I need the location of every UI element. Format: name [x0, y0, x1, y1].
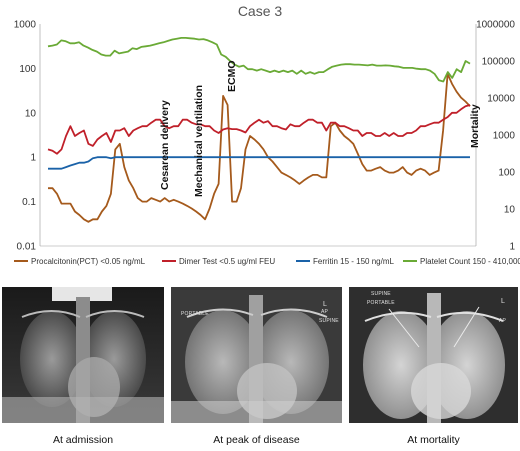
legend-label-0: Procalcitonin(PCT) <0.05 ng/mL [31, 257, 146, 266]
annotation-mechanical-ventilation: Mechanical ventilation [193, 85, 205, 197]
left-tick-label: 1 [30, 153, 36, 164]
left-tick-label: 100 [19, 64, 36, 75]
right-tick-label: 1000000 [476, 20, 515, 31]
caption-mortality: At mortality [407, 434, 460, 446]
right-tick-label: 100000 [482, 57, 516, 68]
xray-tag-supine: SUPINE [371, 291, 391, 297]
series-line-1 [47, 104, 471, 155]
caption-peak-of-disease: At peak of disease [213, 434, 300, 446]
xray-tag-portable: PORTABLE [367, 300, 395, 306]
left-tick-label: 0.01 [17, 242, 37, 253]
left-tick-label: 10 [25, 108, 37, 119]
xray-mortality-image [349, 287, 518, 423]
right-tick-label: 1 [509, 242, 515, 253]
annotation-ecmo: ECMO [226, 61, 238, 93]
xray-tag-l: L [323, 301, 328, 308]
xray-tag-portable: PORTABLE [181, 311, 209, 317]
right-tick-label: 10000 [487, 94, 515, 105]
legend-label-3: Platelet Count 150 - 410,000/uL [420, 257, 520, 266]
annotation-mortality: Mortality [469, 104, 481, 148]
xray-peak-of-disease: PORTABLE L AP SUPINE [171, 287, 342, 423]
left-axis-ticks: 1000 100 10 1 0.1 0.01 [14, 20, 37, 253]
series-line-2 [48, 156, 470, 170]
chart-title: Case 3 [238, 3, 283, 19]
left-tick-label: 1000 [14, 20, 37, 31]
xray-mortality: SUPINE PORTABLE L AP [349, 287, 518, 423]
legend-label-2: Ferritin 15 - 150 ng/mL [313, 257, 394, 266]
right-tick-label: 100 [498, 168, 515, 179]
legend: Procalcitonin(PCT) <0.05 ng/mL Dimer Test… [14, 257, 520, 266]
xray-tag-supine: SUPINE [319, 318, 339, 324]
xray-admission [2, 287, 164, 423]
xray-tag-ap: AP [321, 309, 329, 315]
legend-label-1: Dimer Test <0.5 ug/ml FEU [179, 257, 275, 266]
right-tick-label: 10 [504, 205, 516, 216]
series-layer [47, 37, 471, 223]
xray-peak-image [171, 287, 342, 423]
right-axis-ticks: 1000000 100000 10000 1000 100 10 1 [476, 20, 515, 253]
series-line-0 [48, 73, 471, 223]
xray-tag-l: L [501, 298, 506, 305]
xray-admission-image [2, 287, 164, 423]
caption-admission: At admission [52, 434, 114, 446]
xray-tag-ap: AP [499, 318, 507, 324]
series-line-3 [47, 37, 471, 83]
annotation-layer: Cesarean delivery Mechanical ventilation… [159, 61, 481, 198]
annotation-cesarean-delivery: Cesarean delivery [159, 100, 171, 190]
right-tick-label: 1000 [493, 131, 516, 142]
left-tick-label: 0.1 [22, 197, 36, 208]
